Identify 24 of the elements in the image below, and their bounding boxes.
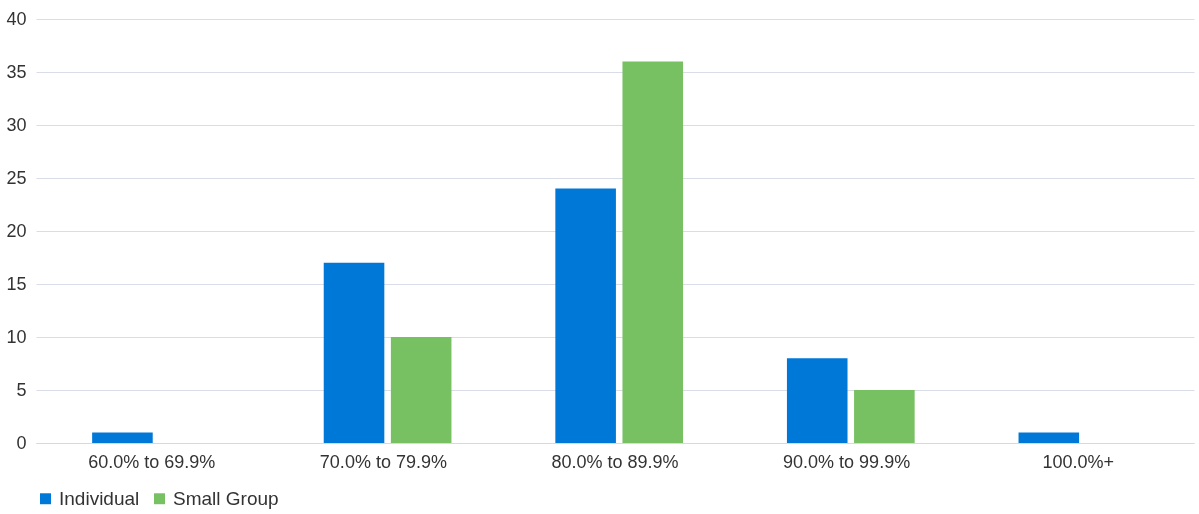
y-tick-label: 20 (6, 220, 27, 241)
y-tick-label: 5 (16, 379, 27, 400)
bar (555, 188, 616, 443)
x-tick-label: 60.0% to 69.9% (88, 451, 216, 472)
y-tick-label: 30 (6, 114, 27, 135)
x-tick-label: 70.0% to 79.9% (319, 451, 447, 472)
bar (622, 61, 684, 443)
legend-label: Small Group (173, 487, 279, 509)
x-tick-label: 100.0%+ (1042, 451, 1114, 472)
bar (1018, 432, 1080, 443)
y-tick-label: 10 (6, 326, 27, 347)
y-tick-label: 15 (6, 273, 27, 294)
bar (786, 358, 848, 443)
y-tick-label: 0 (16, 432, 27, 453)
x-tick-label: 80.0% to 89.9% (551, 451, 679, 472)
bar (390, 337, 452, 443)
y-tick-label: 25 (6, 167, 27, 188)
bar (323, 262, 385, 443)
y-tick-label: 40 (6, 8, 27, 29)
x-tick-label: 90.0% to 99.9% (783, 451, 911, 472)
bar (854, 390, 915, 443)
bar (92, 432, 153, 443)
y-tick-label: 35 (6, 61, 27, 82)
legend-label: Individual (59, 487, 140, 509)
